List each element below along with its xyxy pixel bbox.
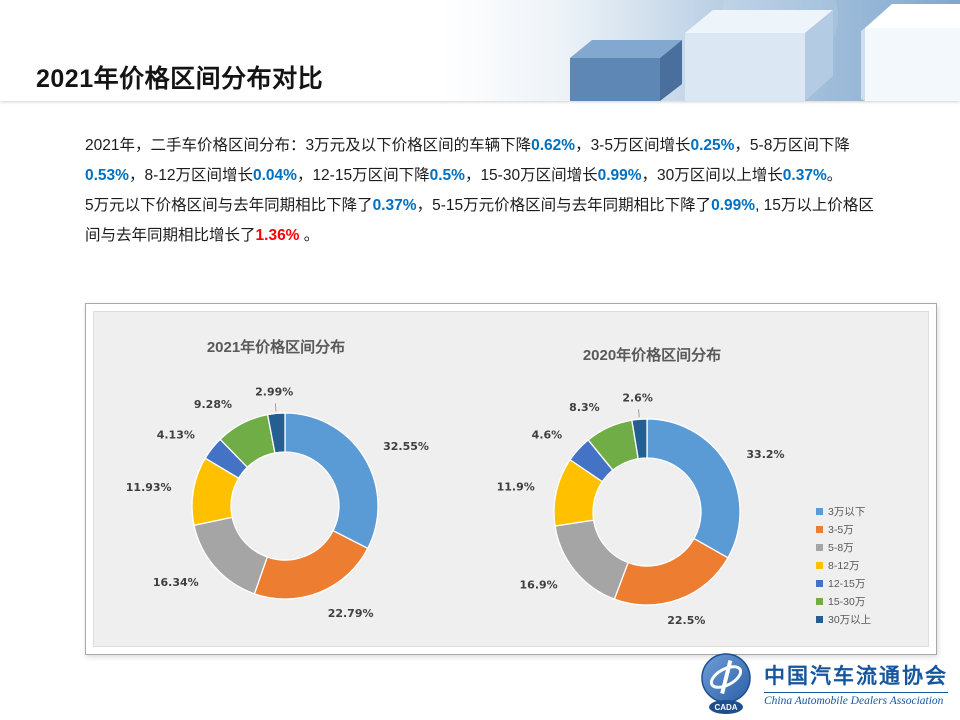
- body-text: 2021年，二手车价格区间分布：3万元及以下价格区间的车辆下降0.62%，3-5…: [85, 131, 883, 251]
- label-leader-line: [638, 409, 640, 418]
- data-label: 22.79%: [328, 607, 374, 620]
- highlight-value: 0.25%: [690, 137, 735, 154]
- association-name-cn: 中国汽车流通协会: [764, 663, 948, 688]
- donut-slice-3万以下: [646, 418, 741, 559]
- cada-logo: CADA: [701, 653, 751, 714]
- donut-slice-5-8万: [554, 519, 629, 600]
- highlight-value: 0.62%: [531, 137, 576, 154]
- legend-item: 8-12万: [816, 556, 871, 574]
- legend-item: 5-8万: [816, 538, 871, 556]
- data-label: 16.9%: [520, 579, 558, 592]
- donut-chart-2020: 33.2% 22.5% 16.9% 11.9% 4.6% 8.3% 2.6%: [497, 391, 785, 627]
- legend-marker: [816, 543, 823, 551]
- donut-slice-5-8万: [193, 516, 269, 595]
- highlight-value: 0.99%: [597, 166, 642, 184]
- text-segment: ，5-15万元价格区间与去年同期相比下降了: [416, 196, 712, 214]
- data-label: 4.6%: [532, 428, 563, 441]
- legend-label: 3-5万: [828, 523, 854, 536]
- legend-item: 3万以下: [816, 502, 871, 520]
- chart-legend: 3万以下 3-5万 5-8万 8-12万 12-15万 15-30万 30万以上: [816, 502, 871, 628]
- data-label: 16.34%: [153, 576, 199, 589]
- highlight-value-negative: 1.36%: [255, 226, 300, 244]
- legend-marker: [816, 579, 823, 587]
- legend-label: 5-8万: [828, 541, 854, 554]
- donut-slice-3-5万: [253, 529, 369, 600]
- data-label: 4.13%: [157, 429, 195, 442]
- legend-label: 8-12万: [828, 559, 860, 572]
- text-segment: ，8-12万区间增长: [128, 166, 253, 184]
- legend-item: 30万以上: [816, 610, 871, 628]
- page-title: 2021年价格区间分布对比: [36, 64, 324, 93]
- chart-title-2020: 2020年价格区间分布: [582, 347, 722, 364]
- data-label: 11.9%: [497, 481, 535, 494]
- association-name-en: China Automobile Dealers Association: [764, 691, 948, 707]
- body-paragraph: 2021年，二手车价格区间分布：3万元及以下价格区间的车辆下降0.62%，3-5…: [85, 131, 883, 191]
- legend-item: 3-5万: [816, 520, 871, 538]
- highlight-value: 0.04%: [252, 166, 297, 184]
- text-segment: 2021年，二手车价格区间分布：3万元及以下价格区间的车辆下降: [85, 137, 532, 154]
- data-label: 9.28%: [194, 398, 232, 411]
- label-leader-line: [274, 403, 277, 412]
- text-segment: 。: [826, 166, 843, 184]
- legend-marker: [816, 615, 823, 623]
- data-label: 33.2%: [746, 448, 784, 461]
- legend-item: 15-30万: [816, 592, 871, 610]
- donut-slice-3万以下: [284, 412, 379, 550]
- body-paragraph: 5万元以下价格区间与去年同期相比下降了0.37%，5-15万元价格区间与去年同期…: [85, 191, 883, 251]
- cada-logo-text: CADA: [714, 703, 737, 712]
- data-label: 2.99%: [255, 386, 293, 399]
- data-label: 32.55%: [383, 440, 429, 453]
- text-segment: ，5-8万区间下降: [734, 137, 850, 154]
- highlight-value: 0.5%: [429, 166, 465, 184]
- data-label: 22.5%: [667, 614, 705, 627]
- text-segment: ，15-30万区间增长: [464, 166, 598, 184]
- legend-item: 12-15万: [816, 574, 871, 592]
- chart-panel: 2021年价格区间分布 2020年价格区间分布 32.55% 22.79% 16.3…: [85, 303, 937, 655]
- text-segment: ，30万区间以上增长: [641, 166, 783, 184]
- text-segment: 。: [299, 226, 320, 244]
- chart-title-2021: 2021年价格区间分布: [206, 339, 346, 356]
- header-banner: 2021年价格区间分布对比: [0, 0, 960, 101]
- highlight-value: 0.37%: [372, 196, 417, 214]
- data-label: 2.6%: [622, 391, 653, 404]
- donut-slice-30万以上: [266, 412, 286, 454]
- legend-label: 12-15万: [828, 577, 866, 590]
- legend-marker: [816, 507, 823, 515]
- footer: CADA 中国汽车流通协会 China Automobile Dealers A…: [696, 652, 948, 714]
- donut-slice-3-5万: [613, 537, 729, 606]
- legend-marker: [816, 561, 823, 569]
- data-label: 11.93%: [126, 481, 172, 494]
- footer-text: 中国汽车流通协会 China Automobile Dealers Associ…: [764, 660, 948, 707]
- text-segment: ，12-15万区间下降: [296, 166, 430, 184]
- highlight-value: 0.99%: [711, 196, 756, 214]
- donut-chart-2021: 32.55% 22.79% 16.34% 11.93% 4.13% 9.28% 2.99%: [126, 386, 429, 620]
- text-segment: , 15万以上价格区间与去年同期相比增长了: [85, 196, 874, 244]
- chart-plot-area: 2021年价格区间分布 2020年价格区间分布 32.55% 22.79% 16.3…: [93, 311, 929, 647]
- legend-marker: [816, 597, 823, 605]
- header-banner-graphic: [530, 0, 960, 101]
- legend-label: 30万以上: [828, 613, 872, 626]
- legend-marker: [816, 525, 823, 533]
- legend-label: 15-30万: [828, 595, 866, 608]
- legend-label: 3万以下: [828, 505, 866, 518]
- highlight-value: 0.37%: [782, 166, 827, 184]
- text-segment: ，3-5万区间增长: [575, 137, 691, 154]
- donut-slice-30万以上: [631, 418, 648, 460]
- text-segment: 5万元以下价格区间与去年同期相比下降了: [85, 196, 373, 214]
- highlight-value: 0.53%: [85, 166, 129, 184]
- data-label: 8.3%: [569, 401, 600, 414]
